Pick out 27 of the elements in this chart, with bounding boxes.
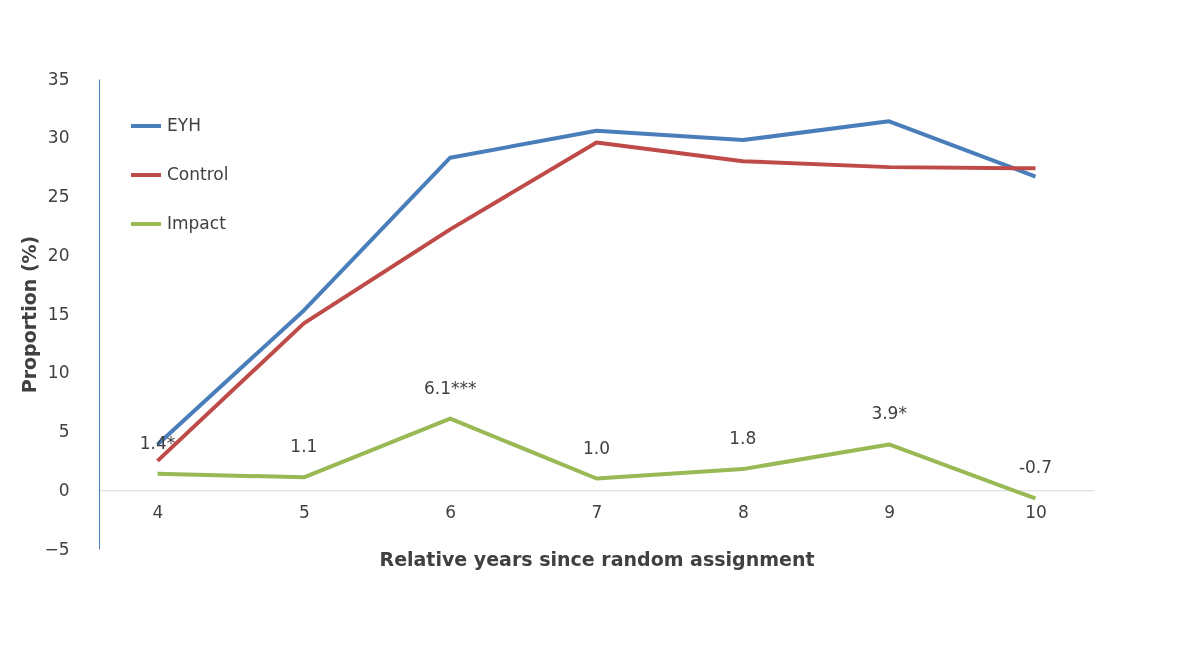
data-label: 1.0 xyxy=(582,437,611,458)
legend-label: EYH xyxy=(167,115,201,135)
x-tick-label: 5 xyxy=(298,501,310,522)
x-tick-label: 9 xyxy=(884,501,896,522)
y-tick-label: 20 xyxy=(47,244,70,265)
x-tick-label: 8 xyxy=(737,501,749,522)
data-label: -0.7 xyxy=(1018,457,1053,478)
y-tick-label: 15 xyxy=(47,303,70,324)
legend-label: Control xyxy=(167,164,229,184)
data-label: 1.1 xyxy=(290,436,318,457)
y-axis-title: Proportion (%) xyxy=(18,235,41,394)
data-label: 1.8 xyxy=(729,428,757,449)
y-tick-label: 5 xyxy=(58,421,70,441)
legend-label: Impact xyxy=(167,213,227,233)
y-tick-label: 25 xyxy=(47,186,70,206)
x-tick-label: 4 xyxy=(152,501,164,522)
data-label: 6.1*** xyxy=(423,377,477,398)
x-axis-title: Relative years since random assignment xyxy=(379,547,815,570)
y-tick-label: 35 xyxy=(47,68,70,89)
data-label: 3.9* xyxy=(871,403,907,424)
y-tick-label: 0 xyxy=(58,479,70,500)
x-tick-label: 10 xyxy=(1025,501,1047,522)
x-tick-label: 7 xyxy=(591,501,603,522)
y-tick-label: 30 xyxy=(47,127,70,148)
y-tick-label: −5 xyxy=(44,538,70,559)
y-tick-label: 10 xyxy=(47,362,70,383)
x-tick-label: 6 xyxy=(445,501,457,522)
